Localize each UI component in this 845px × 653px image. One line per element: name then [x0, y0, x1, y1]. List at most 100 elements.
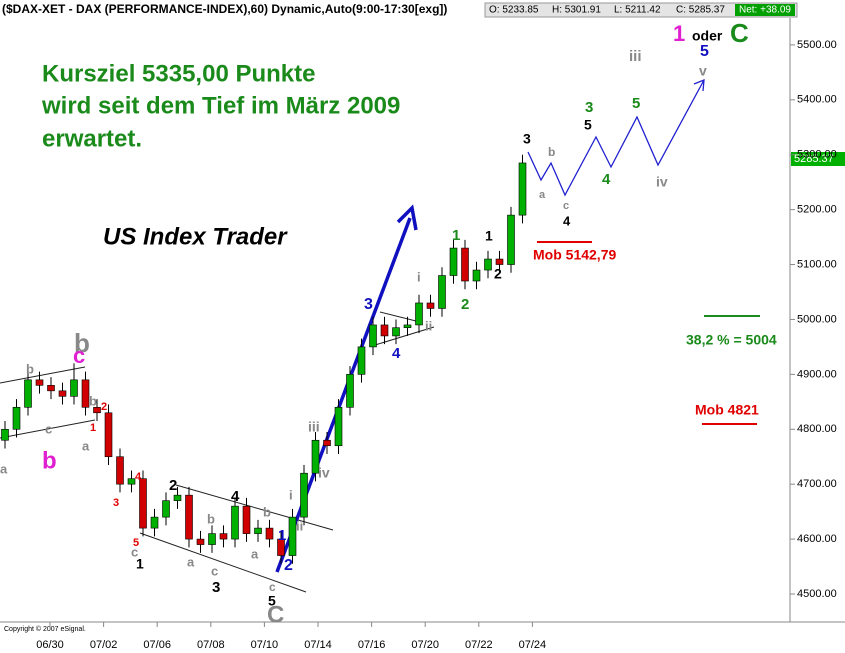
- candle-body: [24, 379, 32, 408]
- candle-body: [93, 407, 101, 414]
- annotation: 1: [90, 422, 96, 434]
- wave-projection: [527, 79, 705, 197]
- annotation: ii: [296, 518, 303, 533]
- x-tick-label: 07/10: [251, 639, 279, 651]
- x-tick-label: 07/06: [143, 639, 171, 651]
- x-tick-label: 07/20: [411, 639, 439, 651]
- annotation: 3: [585, 99, 593, 116]
- annotation: ii: [425, 318, 432, 333]
- x-tick-label: 07/08: [197, 639, 225, 651]
- annotation: 2: [461, 296, 469, 313]
- candle-body: [104, 412, 113, 458]
- annotation: 2: [494, 266, 502, 282]
- channel-line: [139, 532, 307, 593]
- channel-line: [379, 311, 421, 323]
- candle-body: [1, 428, 9, 441]
- candle-body: [495, 258, 504, 265]
- annotation: 1: [278, 527, 286, 544]
- candle-body: [139, 478, 147, 529]
- annotation: v: [699, 63, 707, 79]
- channel-line: [0, 366, 86, 384]
- candle-body: [346, 374, 354, 408]
- annotation: 4: [135, 471, 142, 483]
- candle-body: [334, 407, 343, 447]
- annotation: 5: [584, 117, 592, 133]
- y-tick-label: 4800.00: [797, 423, 837, 435]
- annotation: c: [211, 563, 218, 578]
- annotation: b: [263, 504, 271, 519]
- channel-line: [0, 419, 96, 439]
- annotation: iv: [318, 465, 330, 481]
- quote-close: C: 5285.37: [676, 5, 725, 16]
- quote-net: Net: +38.09: [739, 5, 791, 16]
- y-tick-label: 5100.00: [797, 258, 837, 270]
- annotation: Mob 4821: [695, 402, 759, 418]
- annotation: 4: [563, 213, 571, 228]
- annotation: c: [269, 580, 276, 594]
- annotation: b: [548, 145, 555, 159]
- annotation: 5: [268, 593, 276, 609]
- x-tick-label: 07/02: [90, 639, 118, 651]
- x-tick-label: 06/30: [36, 639, 64, 651]
- annotation: 4: [392, 345, 401, 362]
- annotation: Kursziel 5335,00 Punkte: [42, 60, 315, 87]
- annotation: a: [0, 461, 8, 476]
- x-tick-label: 07/24: [519, 639, 547, 651]
- annotation: 1: [485, 228, 493, 244]
- candle-body: [70, 379, 78, 397]
- candle-body: [369, 324, 377, 348]
- annotation: 3: [212, 579, 220, 596]
- annotation: iii: [629, 48, 642, 65]
- annotation: 1: [452, 227, 460, 244]
- candle-body: [35, 379, 44, 386]
- annotation: erwartet.: [42, 125, 142, 152]
- candle-body: [81, 379, 90, 408]
- last-price-box: [791, 152, 845, 166]
- candle-body: [323, 439, 331, 447]
- annotation: b: [42, 447, 57, 474]
- candle-body: [242, 505, 251, 534]
- annotation: C: [267, 601, 284, 628]
- quote-high: H: 5301.91: [552, 5, 601, 16]
- annotation: c: [45, 421, 52, 436]
- candle-body: [392, 327, 400, 337]
- candle-body: [311, 439, 320, 474]
- candle-body: [300, 472, 308, 518]
- annotation: b: [74, 328, 90, 358]
- channel-line: [175, 484, 334, 531]
- candle-body: [116, 456, 124, 485]
- candle-body: [231, 505, 239, 540]
- candle-body: [484, 258, 492, 271]
- arrow-head: [396, 204, 418, 231]
- y-tick-label: 4700.00: [797, 478, 837, 490]
- annotation: b: [89, 393, 97, 408]
- candle-body: [162, 500, 170, 518]
- quote-low: L: 5211.42: [614, 5, 661, 16]
- candle-body: [461, 247, 469, 282]
- annotation: 1: [673, 21, 685, 46]
- candle-body: [426, 302, 435, 309]
- annotation: 4: [602, 171, 611, 188]
- candle-body: [219, 533, 228, 540]
- arrow-head: [693, 79, 705, 92]
- annotation: oder: [692, 28, 723, 44]
- annotation: b: [26, 361, 34, 376]
- candle-body: [173, 494, 182, 501]
- candle-body: [58, 390, 67, 397]
- annotation: 4: [231, 488, 240, 505]
- y-tick-label: 4600.00: [797, 533, 837, 545]
- candle-body: [507, 214, 515, 265]
- y-tick-label: 5300.00: [797, 149, 837, 161]
- x-tick-label: 07/22: [465, 639, 493, 651]
- chart-title: ($DAX-XET - DAX (PERFORMANCE-INDEX),60) …: [2, 2, 447, 16]
- annotation: 38,2 % = 5004: [686, 332, 777, 348]
- candle-body: [415, 302, 423, 326]
- candle-body: [288, 516, 297, 556]
- quote-box: [484, 2, 798, 18]
- candle-body: [357, 346, 366, 375]
- y-tick-label: 5500.00: [797, 39, 837, 51]
- annotation: iii: [308, 419, 320, 435]
- candle-body: [208, 533, 216, 545]
- y-tick-label: 4500.00: [797, 588, 837, 600]
